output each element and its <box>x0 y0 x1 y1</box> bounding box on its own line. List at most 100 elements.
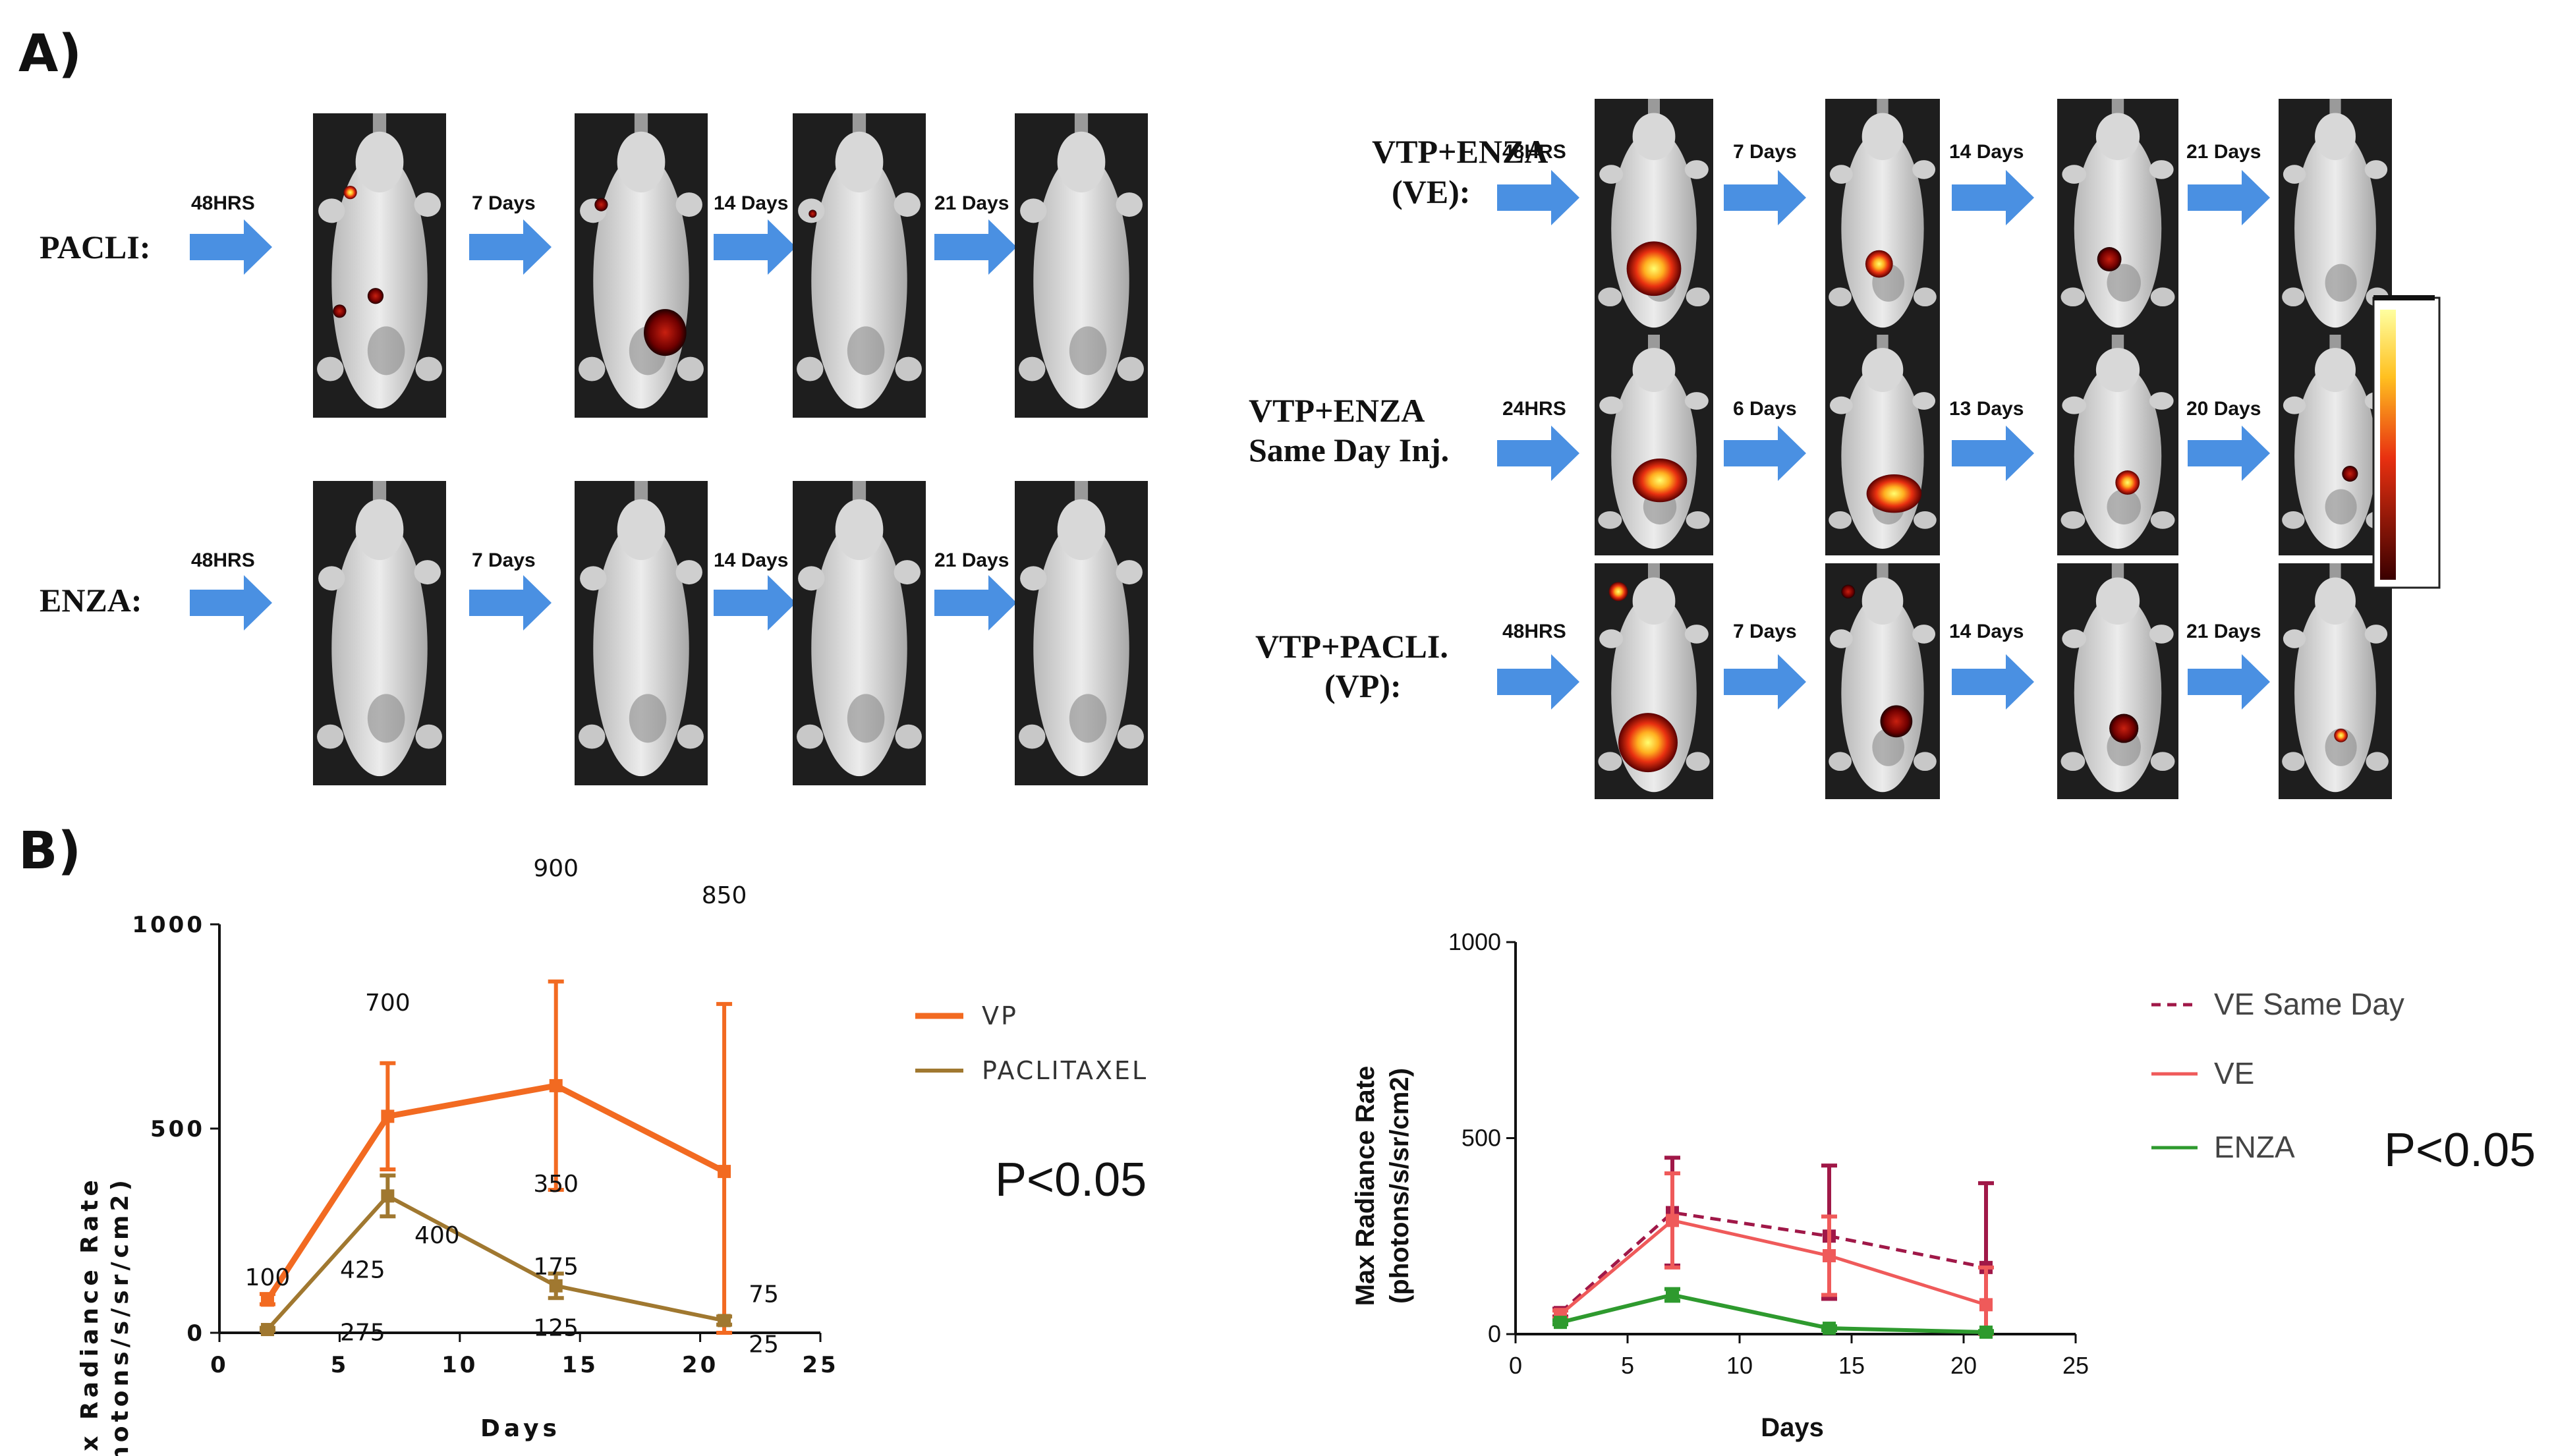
left-row-0-mouse-2-signal-0 <box>809 210 817 218</box>
left-row-1-mouse-2-leg-hl <box>797 724 824 749</box>
right-row-1-mouse-3-leg-fl <box>2283 396 2306 414</box>
chart1-ylabel-line2: (photons/s/sr/cm2) <box>107 1176 134 1456</box>
right-row-0-mouse-2-leg-fl <box>2062 165 2087 184</box>
right-row-2-arrow-2 <box>1952 654 2034 710</box>
left-row-1-mouse-1-leg-hl <box>579 724 606 749</box>
right-row-2-mouse-3 <box>2279 563 2392 799</box>
panel-b-label: B) <box>18 822 81 881</box>
chart2-series-2-point-3 <box>1979 1326 1993 1339</box>
right-row-2-mouse-1-head <box>1861 577 1904 625</box>
chart1-ylabel-line1: Max Radiance Rate <box>76 1176 103 1456</box>
right-row-0-mouse-1-signal-0 <box>1865 250 1893 278</box>
left-row-1-arrow-1 <box>469 575 552 630</box>
right-row-0-mouse-0-leg-fr <box>1684 160 1709 179</box>
left-row-0-mouse-0-signal-1 <box>333 304 347 318</box>
left-row-0-mouse-0-signal-2 <box>367 288 384 304</box>
right-row-1-time-3: 20 Days <box>2186 398 2261 420</box>
chart2-xlabel: Days <box>1761 1413 1824 1442</box>
right-row-1-time-2: 13 Days <box>1949 398 2024 420</box>
left-row-0-mouse-1-leg-hr <box>677 356 704 381</box>
right-row-2-mouse-3-head <box>2315 577 2356 625</box>
right-row-1-mouse-2 <box>2057 335 2178 555</box>
left-row-1-mouse-3-leg-fr <box>1116 560 1143 585</box>
chart1-xtick-label-3: 15 <box>562 1352 598 1378</box>
chart2-xtick-label-3: 15 <box>1838 1352 1865 1379</box>
chart1-annotation-11: 25 <box>749 1331 779 1358</box>
left-row-1-mouse-2-tumor-shadow <box>847 694 885 743</box>
chart1-ytick-label-0: 0 <box>186 1320 205 1347</box>
right-row-1-arrow-0 <box>1497 426 1579 481</box>
chart2-xtick-label-1: 5 <box>1621 1352 1634 1379</box>
chart2-legend-vesameday: VE Same Day <box>2214 987 2404 1021</box>
chart1-series-0-line <box>265 1082 726 1302</box>
left-row-0-mouse-3-leg-hl <box>1019 356 1046 381</box>
chart2-series-0-line <box>1559 1210 1987 1314</box>
right-row-1-mouse-2-leg-fr <box>2149 392 2174 410</box>
right-row-1-mouse-1-signal-0 <box>1866 474 1922 513</box>
right-row-2-mouse-0-leg-hr <box>1686 752 1710 771</box>
left-row-1-arrow-0 <box>190 575 272 630</box>
right-row-0-mouse-3-leg-fr <box>2364 160 2388 179</box>
right-row-2-mouse-3-signal-0 <box>2334 729 2348 742</box>
right-row-0-mouse-0 <box>1595 99 1713 335</box>
left-row-1-mouse-0-leg-hl <box>317 724 344 749</box>
left-row-1-mouse-1-leg-fl <box>580 566 607 591</box>
chart1-ylabel: Max Radiance Rate (photons/s/sr/cm2) <box>76 1176 134 1456</box>
right-row-2-label-1: VTP+PACLI. <box>1255 628 1448 665</box>
right-row-0-mouse-0-leg-hr <box>1686 287 1710 307</box>
left-row-1-mouse-3-leg-fl <box>1020 566 1047 591</box>
left-row-0-label: PACLI: <box>40 229 151 266</box>
right-row-0-mouse-3-leg-fl <box>2283 165 2306 184</box>
left-row-1-mouse-0-tumor-shadow <box>367 694 405 743</box>
left-row-0-mouse-2 <box>793 113 926 418</box>
right-row-1-time-1: 6 Days <box>1733 398 1797 420</box>
right-row-2-mouse-1-leg-fl <box>1829 629 1853 648</box>
right-row-1-mouse-2-leg-hr <box>2150 511 2175 529</box>
right-row-0-label-1: VTP+ENZA <box>1372 133 1548 170</box>
right-row-1-mouse-2-tumor-shadow <box>2107 489 2141 525</box>
right-row-0-arrow-1 <box>1724 170 1806 225</box>
right-row-1-mouse-1 <box>1825 335 1940 555</box>
right-row-2-mouse-1-tumor-shadow <box>1872 728 1905 766</box>
right-row-1-mouse-2-leg-fl <box>2062 396 2087 414</box>
left-row-1-mouse-2-leg-fl <box>798 566 825 591</box>
left-row-1-mouse-1-tumor-shadow <box>629 694 667 743</box>
left-row-0-mouse-2-leg-hr <box>895 356 922 381</box>
right-row-2-mouse-0-leg-fl <box>1599 629 1624 648</box>
right-row-0-mouse-0-leg-hl <box>1598 287 1622 307</box>
right-row-0-time-2: 14 Days <box>1949 141 2024 163</box>
right-row-0-mouse-1-head <box>1861 113 1904 161</box>
right-row-1-mouse-0-leg-hr <box>1686 511 1710 529</box>
left-row-1-mouse-3-leg-hl <box>1019 724 1046 749</box>
right-row-2-arrow-0 <box>1497 654 1579 710</box>
right-row-0-mouse-2-signal-0 <box>2097 247 2122 271</box>
left-row-0-time-2: 14 Days <box>714 192 788 214</box>
left-row-1-mouse-3-tumor-shadow <box>1069 694 1107 743</box>
right-row-2-mouse-0 <box>1595 563 1713 799</box>
chart1-series-0-point-2 <box>549 1078 563 1092</box>
right-row-2-mouse-3-leg-fl <box>2283 629 2306 648</box>
left-row-0-mouse-0-leg-fr <box>414 192 441 217</box>
chart2-ylabel-line2: (photons/s/sr/cm2) <box>1385 1068 1414 1304</box>
chart2-xtick-label-4: 20 <box>1950 1352 1977 1379</box>
right-row-0-mouse-3-tumor-shadow <box>2325 264 2357 302</box>
chart1-series-1-point-3 <box>718 1314 731 1328</box>
panel-a-label: A) <box>18 24 82 84</box>
left-row-1-mouse-1-leg-fr <box>675 560 702 585</box>
right-row-0-time-1: 7 Days <box>1733 141 1797 163</box>
left-row-0-mouse-3-leg-hr <box>1117 356 1144 381</box>
chart1-annotation-10: 75 <box>749 1281 779 1308</box>
left-row-0-mouse-3-tumor-shadow <box>1069 326 1107 376</box>
left-row-0-mouse-1-signal-1 <box>644 309 687 356</box>
right-row-2-mouse-3-leg-fr <box>2364 625 2388 644</box>
left-row-0-time-0: 48HRS <box>191 192 255 214</box>
left-row-1-time-3: 21 Days <box>934 549 1009 571</box>
right-row-0-mouse-3-leg-hl <box>2282 287 2305 307</box>
chart1-pvalue: P<0.05 <box>995 1154 1147 1206</box>
right-row-2-mouse-0-signal-1 <box>1618 713 1678 773</box>
left-row-0-arrow-1 <box>469 219 552 275</box>
right-row-1-mouse-2-leg-hl <box>2060 511 2086 529</box>
left-row-1-time-0: 48HRS <box>191 549 255 571</box>
chart2-ylabel: Max Radiance Rate (photons/s/sr/cm2) <box>1351 1066 1414 1306</box>
